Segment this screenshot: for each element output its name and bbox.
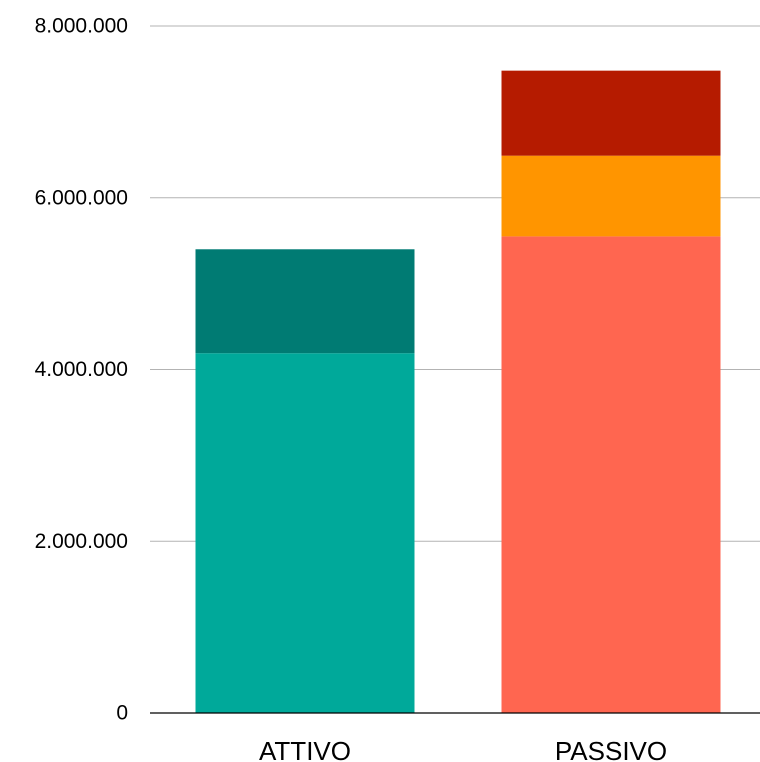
bar-segment-passivo-3 <box>501 70 721 156</box>
bar-segment-passivo-2 <box>501 155 721 237</box>
x-category-label: ATTIVO <box>259 736 351 762</box>
y-tick-label: 0 <box>116 702 128 725</box>
y-tick-label: 8.000.000 <box>35 15 128 38</box>
x-category-label: PASSIVO <box>555 736 667 762</box>
category-labels: ATTIVO PASSIVO <box>259 736 667 762</box>
y-tick-label: 2.000.000 <box>35 530 128 553</box>
bar-segment-attivo-1 <box>195 353 415 713</box>
bars <box>195 70 721 714</box>
y-tick-labels: 0 2.000.000 4.000.000 6.000.000 8.000.000 <box>35 15 128 725</box>
y-tick-label: 4.000.000 <box>35 358 128 381</box>
bar-segment-passivo-1 <box>501 236 721 714</box>
bar-segment-attivo-2 <box>195 249 415 354</box>
y-tick-label: 6.000.000 <box>35 186 128 209</box>
